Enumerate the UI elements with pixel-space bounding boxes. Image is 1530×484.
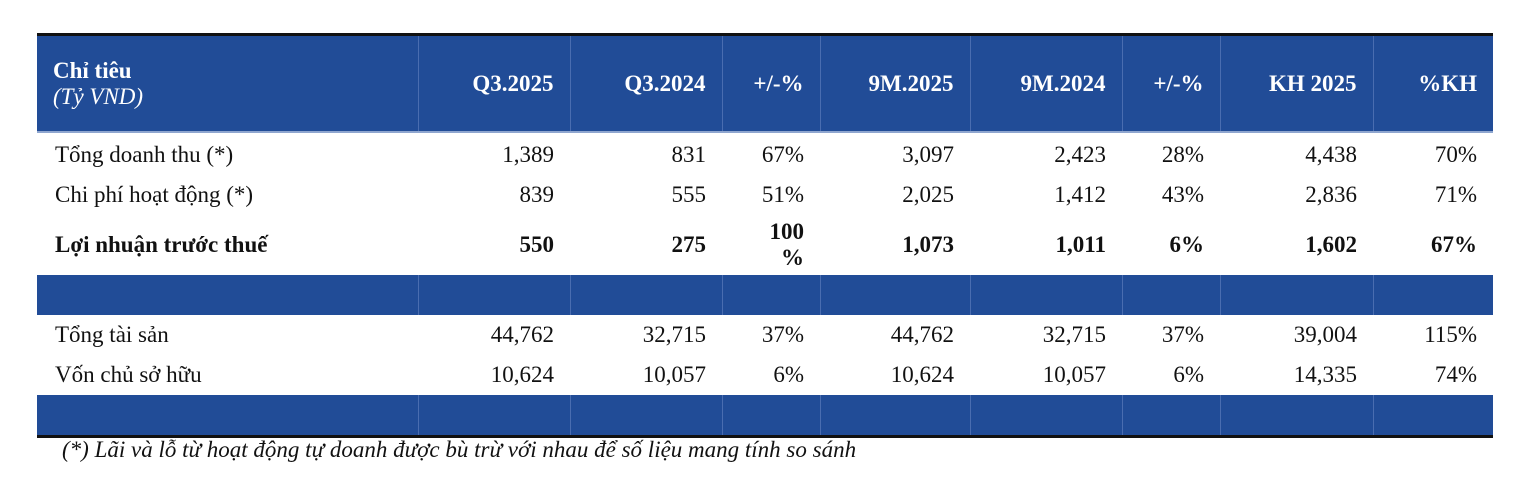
- cell-value: 1,389: [502, 142, 554, 167]
- cell-value: 43%: [1161, 182, 1204, 207]
- table-row: Chi phí hoạt động (*) 839 555 51% 2,025 1,412…: [37, 175, 1493, 215]
- cell-value: 51%: [761, 182, 804, 207]
- separator-cell: [721, 395, 820, 437]
- cell-value: 6%: [773, 362, 804, 387]
- separator-row: [37, 275, 1493, 315]
- cell-value: 2,423: [1054, 142, 1106, 167]
- cell-value: 39,004: [1293, 322, 1357, 347]
- cell-value: 32,715: [1042, 322, 1106, 347]
- cell-value: 4,438: [1305, 142, 1357, 167]
- separator-cell: [969, 275, 1122, 315]
- cell-value: 1,073: [902, 232, 954, 257]
- separator-cell: [819, 275, 970, 315]
- separator-row: [37, 395, 1493, 437]
- row-label: Chi phí hoạt động (*): [55, 182, 254, 207]
- cell-value: 14,335: [1293, 362, 1357, 387]
- cell-value: 3,097: [902, 142, 954, 167]
- cell-value: 100 %: [769, 219, 805, 270]
- cell-value: 115%: [1424, 322, 1477, 347]
- separator-cell: [721, 275, 820, 315]
- table-row: Tổng tài sản 44,762 32,715 37% 44,762 32,715 3…: [37, 315, 1493, 355]
- cell-value: 275: [671, 232, 707, 257]
- footnote: (*) Lãi và lỗ từ hoạt động tự doanh được…: [62, 437, 857, 462]
- financial-summary-table: Chỉ tiêu (Tỷ VND) Q3.2025 Q3.2024 +/-% 9M…: [37, 33, 1493, 438]
- table-row: Tổng doanh thu (*) 1,389 831 67% 3,097 2,423 2…: [37, 132, 1493, 175]
- separator-cell: [1219, 395, 1373, 437]
- header-plan-pct: %KH: [1372, 34, 1493, 132]
- cell-value: 555: [671, 182, 707, 207]
- row-label: Tổng doanh thu (*): [55, 142, 234, 167]
- header-label: Chỉ tiêu (Tỷ VND): [37, 34, 418, 132]
- cell-value: 44,762: [890, 322, 954, 347]
- cell-value: 44,762: [490, 322, 554, 347]
- header-q3-change: +/-%: [721, 34, 820, 132]
- separator-cell: [819, 395, 970, 437]
- cell-value: 10,057: [642, 362, 706, 387]
- cell-value: 550: [519, 232, 555, 257]
- header-q3-2025: Q3.2025: [417, 34, 570, 132]
- cell-value: 839: [519, 182, 555, 207]
- cell-value: 37%: [1161, 322, 1204, 347]
- separator-cell: [37, 275, 418, 315]
- separator-cell: [569, 395, 722, 437]
- header-9m-change: +/-%: [1121, 34, 1220, 132]
- cell-value: 1,412: [1054, 182, 1106, 207]
- row-label: Lợi nhuận trước thuế: [55, 232, 268, 257]
- cell-value: 10,624: [890, 362, 954, 387]
- table-row: Vốn chủ sở hữu 10,624 10,057 6% 10,624 10,057…: [37, 355, 1493, 395]
- row-label: Tổng tài sản: [55, 322, 169, 347]
- separator-cell: [417, 395, 570, 437]
- cell-value: 2,025: [902, 182, 954, 207]
- cell-value: 67%: [761, 142, 804, 167]
- separator-cell: [969, 395, 1122, 437]
- header-9m-2024: 9M.2024: [969, 34, 1122, 132]
- cell-value: 28%: [1161, 142, 1204, 167]
- cell-value: 32,715: [642, 322, 706, 347]
- cell-value: 74%: [1434, 362, 1477, 387]
- separator-cell: [37, 395, 418, 437]
- header-q3-2024: Q3.2024: [569, 34, 722, 132]
- header-unit: (Tỷ VND): [53, 83, 144, 109]
- separator-cell: [1372, 275, 1493, 315]
- cell-value: 67%: [1431, 232, 1477, 257]
- separator-cell: [569, 275, 722, 315]
- row-label: Vốn chủ sở hữu: [55, 362, 202, 387]
- separator-cell: [1121, 395, 1220, 437]
- cell-value: 10,057: [1042, 362, 1106, 387]
- header-plan-2025: KH 2025: [1219, 34, 1373, 132]
- cell-value: 37%: [761, 322, 804, 347]
- cell-value: 1,011: [1055, 232, 1106, 257]
- cell-value: 10,624: [490, 362, 554, 387]
- header-row: Chỉ tiêu (Tỷ VND) Q3.2025 Q3.2024 +/-% 9M…: [37, 34, 1493, 132]
- cell-value: 831: [671, 142, 707, 167]
- cell-value: 6%: [1169, 232, 1205, 257]
- separator-cell: [1219, 275, 1373, 315]
- separator-cell: [1372, 395, 1493, 437]
- cell-value: 6%: [1173, 362, 1204, 387]
- table-row: Lợi nhuận trước thuế 550 275 100 % 1,073 1,01…: [37, 215, 1493, 275]
- header-9m-2025: 9M.2025: [819, 34, 970, 132]
- cell-value: 1,602: [1305, 232, 1357, 257]
- cell-value: 71%: [1434, 182, 1477, 207]
- separator-cell: [417, 275, 570, 315]
- cell-value: 2,836: [1305, 182, 1357, 207]
- cell-value: 70%: [1434, 142, 1477, 167]
- separator-cell: [1121, 275, 1220, 315]
